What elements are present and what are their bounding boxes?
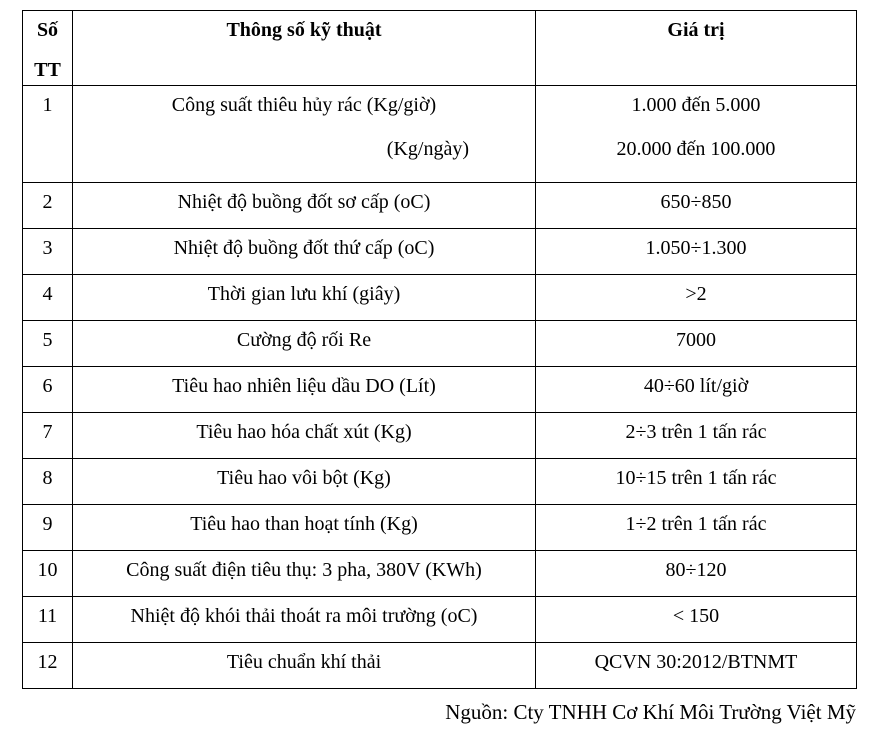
param-line-1: Công suất thiêu hủy rác (Kg/giờ) xyxy=(171,94,437,116)
value-cell: 80÷120 xyxy=(535,550,857,597)
param-cell: Công suất điện tiêu thụ: 3 pha, 380V (KW… xyxy=(72,550,536,597)
param-cell: Cường độ rối Re xyxy=(72,320,536,367)
value-cell: QCVN 30:2012/BTNMT xyxy=(535,642,857,689)
row-number-cell: 5 xyxy=(22,320,73,367)
table-row: 8 Tiêu hao vôi bột (Kg) 10÷15 trên 1 tấn… xyxy=(22,458,857,505)
source-caption: Nguồn: Cty TNHH Cơ Khí Môi Trường Việt M… xyxy=(445,700,856,724)
param-cell: Tiêu hao nhiên liệu dầu DO (Lít) xyxy=(72,366,536,413)
table-row: 7 Tiêu hao hóa chất xút (Kg) 2÷3 trên 1 … xyxy=(22,412,857,459)
param-cell: Tiêu chuẩn khí thải xyxy=(72,642,536,689)
row-number-cell: 1 xyxy=(22,85,73,183)
param-cell: Nhiệt độ buồng đốt thứ cấp (oC) xyxy=(72,228,536,275)
row-number-cell: 6 xyxy=(22,366,73,413)
row-number-cell: 11 xyxy=(22,596,73,643)
value-cell: < 150 xyxy=(535,596,857,643)
header-stt-line1: Số xyxy=(36,19,59,41)
row-number-cell: 7 xyxy=(22,412,73,459)
param-cell: Công suất thiêu hủy rác (Kg/giờ) (Kg/ngà… xyxy=(72,85,536,183)
row-number-cell: 10 xyxy=(22,550,73,597)
header-cell-param: Thông số kỹ thuật xyxy=(72,10,536,86)
row-number-cell: 3 xyxy=(22,228,73,275)
value-cell: 650÷850 xyxy=(535,182,857,229)
row-number-cell: 4 xyxy=(22,274,73,321)
param-cell: Tiêu hao vôi bột (Kg) xyxy=(72,458,536,505)
param-cell: Tiêu hao hóa chất xút (Kg) xyxy=(72,412,536,459)
value-cell: 2÷3 trên 1 tấn rác xyxy=(535,412,857,459)
table-row: 5 Cường độ rối Re 7000 xyxy=(22,320,857,367)
row-number-cell: 12 xyxy=(22,642,73,689)
table-row: 4 Thời gian lưu khí (giây) >2 xyxy=(22,274,857,321)
row-number-cell: 2 xyxy=(22,182,73,229)
param-line-2: (Kg/ngày) xyxy=(386,138,469,160)
row-number-cell: 9 xyxy=(22,504,73,551)
header-stt-line2: TT xyxy=(34,59,61,81)
table-row: 1 Công suất thiêu hủy rác (Kg/giờ) (Kg/n… xyxy=(22,85,857,183)
table-header-row: Số TT Thông số kỹ thuật Giá trị xyxy=(22,10,857,86)
table-row: 12 Tiêu chuẩn khí thải QCVN 30:2012/BTNM… xyxy=(22,642,857,689)
value-line-1: 1.000 đến 5.000 xyxy=(631,94,761,116)
value-cell: 1.050÷1.300 xyxy=(535,228,857,275)
header-cell-value: Giá trị xyxy=(535,10,857,86)
value-cell: 7000 xyxy=(535,320,857,367)
value-cell: 40÷60 lít/giờ xyxy=(535,366,857,413)
table-row: 3 Nhiệt độ buồng đốt thứ cấp (oC) 1.050÷… xyxy=(22,228,857,275)
header-cell-stt: Số TT xyxy=(22,10,73,86)
value-cell: >2 xyxy=(535,274,857,321)
spec-table: Số TT Thông số kỹ thuật Giá trị 1 Công s… xyxy=(22,10,857,689)
table-row: 6 Tiêu hao nhiên liệu dầu DO (Lít) 40÷60… xyxy=(22,366,857,413)
table-row: 11 Nhiệt độ khói thải thoát ra môi trườn… xyxy=(22,596,857,643)
param-cell: Thời gian lưu khí (giây) xyxy=(72,274,536,321)
table-row: 10 Công suất điện tiêu thụ: 3 pha, 380V … xyxy=(22,550,857,597)
param-cell: Tiêu hao than hoạt tính (Kg) xyxy=(72,504,536,551)
table-row: 9 Tiêu hao than hoạt tính (Kg) 1÷2 trên … xyxy=(22,504,857,551)
param-cell: Nhiệt độ khói thải thoát ra môi trường (… xyxy=(72,596,536,643)
value-cell: 10÷15 trên 1 tấn rác xyxy=(535,458,857,505)
row-number-cell: 8 xyxy=(22,458,73,505)
value-cell: 1.000 đến 5.000 20.000 đến 100.000 xyxy=(535,85,857,183)
table-row: 2 Nhiệt độ buồng đốt sơ cấp (oC) 650÷850 xyxy=(22,182,857,229)
value-line-2: 20.000 đến 100.000 xyxy=(616,138,776,160)
value-cell: 1÷2 trên 1 tấn rác xyxy=(535,504,857,551)
param-cell: Nhiệt độ buồng đốt sơ cấp (oC) xyxy=(72,182,536,229)
